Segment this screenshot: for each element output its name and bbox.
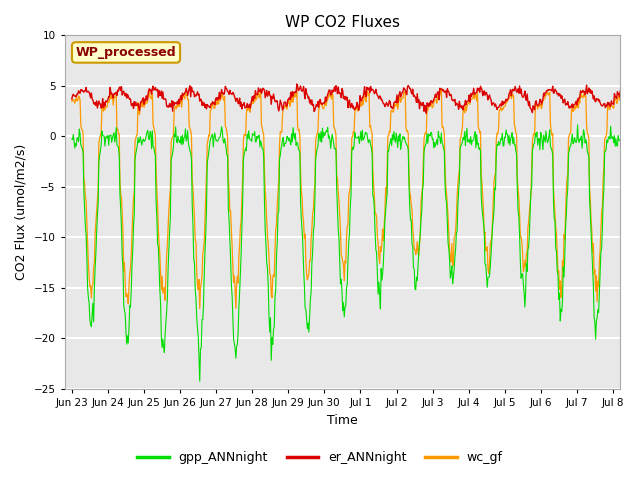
gpp_ANNnight [453, 228, 461, 234]
X-axis label: Time: Time [327, 414, 358, 427]
er_ANNnight [293, 81, 301, 87]
gpp_ANNnight [196, 378, 204, 384]
gpp_ANNnight [293, 140, 301, 145]
er_ANNnight [421, 102, 429, 108]
Legend: gpp_ANNnight, er_ANNnight, wc_gf: gpp_ANNnight, er_ANNnight, wc_gf [132, 446, 508, 469]
Title: WP CO2 Fluxes: WP CO2 Fluxes [285, 15, 400, 30]
Text: WP_processed: WP_processed [76, 46, 177, 59]
Line: wc_gf: wc_gf [72, 86, 640, 309]
wc_gf [422, 129, 429, 135]
gpp_ANNnight [68, 136, 76, 142]
gpp_ANNnight [271, 294, 279, 300]
gpp_ANNnight [573, 122, 581, 128]
wc_gf [454, 181, 461, 187]
wc_gf [68, 99, 76, 105]
gpp_ANNnight [136, 138, 143, 144]
wc_gf [294, 123, 301, 129]
Y-axis label: CO2 Flux (umol/m2/s): CO2 Flux (umol/m2/s) [15, 144, 28, 280]
wc_gf [196, 306, 204, 312]
er_ANNnight [136, 108, 143, 113]
wc_gf [243, 110, 250, 116]
er_ANNnight [422, 110, 430, 116]
er_ANNnight [242, 105, 250, 110]
gpp_ANNnight [243, 148, 250, 154]
wc_gf [271, 246, 279, 252]
er_ANNnight [68, 96, 76, 102]
er_ANNnight [271, 95, 278, 101]
wc_gf [136, 112, 143, 118]
er_ANNnight [454, 102, 461, 108]
gpp_ANNnight [421, 144, 429, 150]
Line: er_ANNnight: er_ANNnight [72, 84, 640, 113]
er_ANNnight [292, 89, 300, 95]
wc_gf [293, 83, 301, 89]
Line: gpp_ANNnight: gpp_ANNnight [72, 125, 640, 381]
